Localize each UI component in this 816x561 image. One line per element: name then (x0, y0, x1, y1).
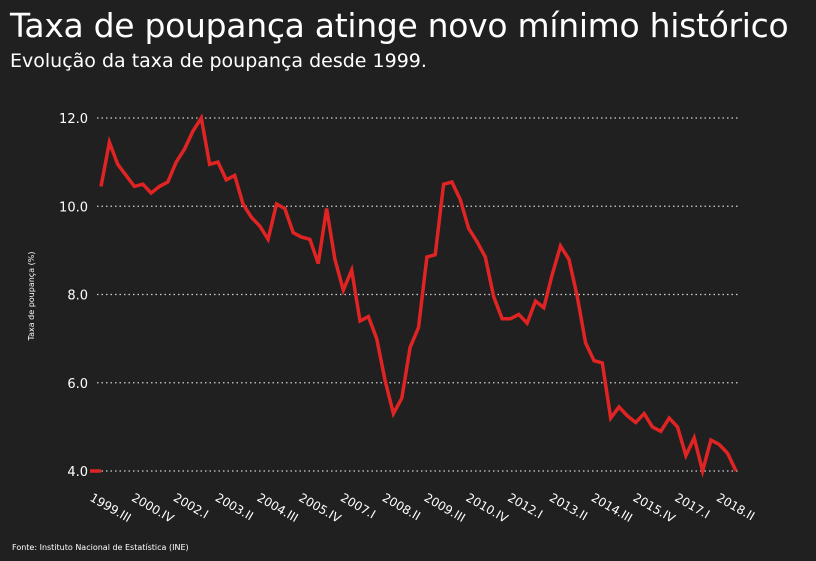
x-tick-label: 2005.IV (296, 490, 344, 526)
x-tick-label: 2003.II (213, 490, 256, 523)
x-tick-label: 2004.III (255, 490, 301, 525)
source-note: Fonte: Instituto Nacional de Estatística… (12, 543, 189, 552)
x-tick-label: 2010.IV (463, 490, 511, 526)
x-tick-label: 2013.II (547, 490, 590, 523)
chart-subtitle: Evolução da taxa de poupança desde 1999. (10, 50, 427, 72)
series (90, 113, 738, 478)
series-line (99, 113, 738, 478)
x-tick-label: 2017.I (672, 490, 712, 521)
x-tick-label: 2018.II (714, 490, 757, 523)
y-axis-ticks: 4.0 6.0 8.0 10.0 12.0 (59, 112, 88, 480)
x-tick-label: 2008.II (380, 490, 423, 523)
x-tick-label: 2002.I (171, 490, 211, 521)
y-tick-label: 10.0 (59, 200, 88, 215)
y-axis-label: Taxa de poupança (%) (27, 252, 36, 342)
x-tick-label: 1999.III (88, 490, 134, 525)
x-tick-label: 2014.III (589, 490, 635, 525)
y-tick-label: 12.0 (59, 112, 88, 127)
y-tick-label: 4.0 (67, 465, 88, 480)
x-tick-label: 2000.IV (129, 490, 177, 526)
grid-lines (97, 117, 740, 472)
x-tick-label: 2012.I (505, 490, 545, 521)
x-tick-label: 2009.III (422, 490, 468, 525)
y-tick-label: 8.0 (67, 289, 88, 304)
y-tick-label: 6.0 (67, 377, 88, 392)
x-tick-label: 2007.I (338, 490, 378, 521)
chart-title: Taxa de poupança atinge novo mínimo hist… (10, 6, 789, 45)
x-tick-label: 2015.IV (631, 490, 679, 526)
